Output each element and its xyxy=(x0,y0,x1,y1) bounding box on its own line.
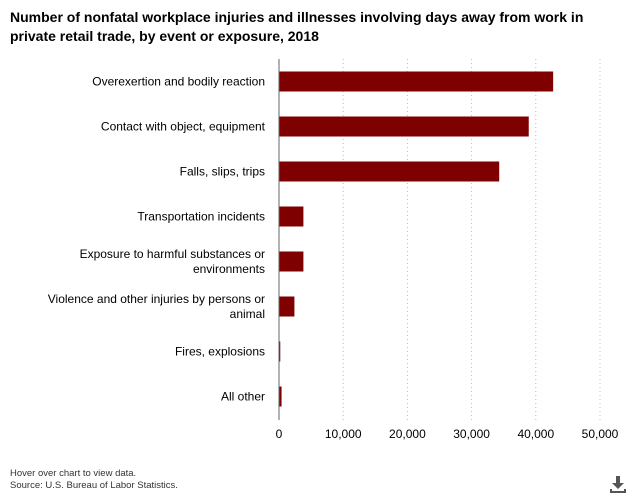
x-tick-label: 20,000 xyxy=(389,427,426,441)
x-tick-labels: 0 10,000 20,000 30,000 40,000 50,000 xyxy=(276,427,619,441)
bar[interactable] xyxy=(279,251,304,272)
chart-footer: Hover over chart to view data. Source: U… xyxy=(10,468,178,492)
x-tick-label: 50,000 xyxy=(582,427,619,441)
category-label: Falls, slips, trips xyxy=(180,165,265,179)
category-label: Violence and other injuries by persons o… xyxy=(48,292,265,321)
category-label: Overexertion and bodily reaction xyxy=(92,75,265,89)
gridlines xyxy=(342,59,601,420)
x-tick-label: 0 xyxy=(276,427,283,441)
category-labels: Overexertion and bodily reaction Contact … xyxy=(48,75,266,404)
x-tick-label: 30,000 xyxy=(453,427,490,441)
download-button[interactable] xyxy=(608,474,628,494)
bar[interactable] xyxy=(279,296,295,317)
bars[interactable] xyxy=(279,71,554,407)
bar[interactable] xyxy=(279,341,281,362)
category-label: Transportation incidents xyxy=(137,210,265,224)
hover-hint: Hover over chart to view data. xyxy=(10,468,137,479)
chart-title: Number of nonfatal workplace injuries an… xyxy=(10,9,584,44)
bar[interactable] xyxy=(279,206,304,227)
bar[interactable] xyxy=(279,71,554,92)
bar-chart[interactable]: Overexertion and bodily reaction Contact … xyxy=(0,0,640,460)
bar[interactable] xyxy=(279,386,282,407)
download-icon xyxy=(610,476,626,493)
category-label: Exposure to harmful substances or environ… xyxy=(80,247,265,276)
category-label: Contact with object, equipment xyxy=(101,120,266,134)
category-label: All other xyxy=(221,390,265,404)
bar[interactable] xyxy=(279,161,500,182)
source-note: Source: U.S. Bureau of Labor Statistics. xyxy=(10,480,178,491)
category-label: Fires, explosions xyxy=(175,345,265,359)
x-tick-label: 40,000 xyxy=(517,427,554,441)
x-tick-label: 10,000 xyxy=(325,427,362,441)
bar[interactable] xyxy=(279,116,529,137)
